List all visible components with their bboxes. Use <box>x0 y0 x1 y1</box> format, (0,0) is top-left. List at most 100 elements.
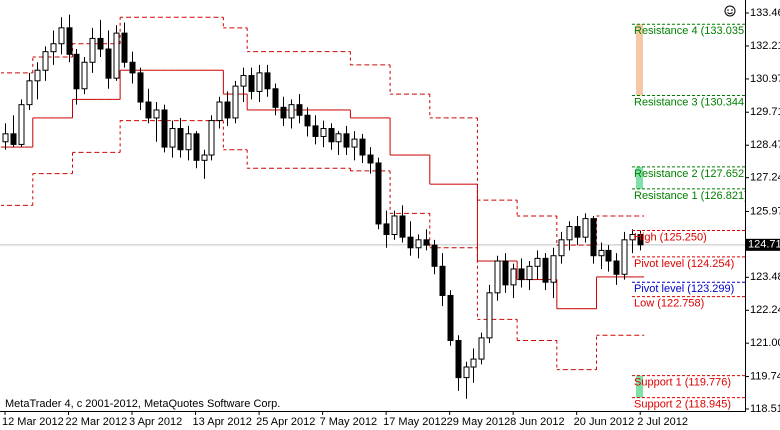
candle-body <box>542 257 549 283</box>
candle-body <box>296 104 303 116</box>
candle-body <box>58 27 65 45</box>
y-tick-label: 128.470 <box>750 139 780 151</box>
candle-body <box>256 72 263 92</box>
candle-body <box>399 215 406 238</box>
candle-body <box>502 260 509 286</box>
candle-body <box>574 226 581 238</box>
candle-body <box>510 268 517 286</box>
candle-body <box>558 239 565 257</box>
y-tick-label: 118.515 <box>750 403 780 415</box>
candle-body <box>605 249 612 262</box>
candle-body <box>621 239 628 275</box>
candle-body <box>478 337 485 360</box>
candle-body <box>280 106 287 119</box>
copyright: MetaTrader 4, c 2001-2012, MetaQuotes So… <box>5 398 280 410</box>
level-label: High (125.250) <box>634 231 707 243</box>
candle-body <box>407 236 414 249</box>
candle-body <box>161 109 168 148</box>
candle-body <box>590 218 597 257</box>
candle-body <box>42 51 49 71</box>
x-tick-label: 12 Mar 2012 <box>2 416 64 428</box>
candle-body <box>137 72 144 103</box>
candle-body <box>248 75 255 92</box>
y-tick-label: 129.715 <box>750 106 780 118</box>
candle-body <box>66 27 73 55</box>
candle-body <box>264 72 271 90</box>
candle-body <box>613 260 620 275</box>
candle-body <box>343 133 350 148</box>
level-zone <box>636 375 643 398</box>
candle-body <box>201 154 208 161</box>
level-label: Resistance 1 (126.821) <box>634 190 748 202</box>
candle-body <box>312 125 319 137</box>
smiley-eye <box>731 9 733 11</box>
candle-body <box>351 138 358 148</box>
y-tick-label: 130.970 <box>750 73 780 85</box>
y-tick-label: 127.245 <box>750 172 780 184</box>
candle-body <box>153 109 160 119</box>
y-tick-label: 119.740 <box>750 370 780 382</box>
candle-body <box>232 85 239 119</box>
candle-body <box>89 37 96 63</box>
y-tick-label: 123.485 <box>750 271 780 283</box>
x-tick-label: 29 May 2012 <box>447 416 511 428</box>
candle-body <box>367 154 374 164</box>
y-tick-label: 121.000 <box>750 337 780 349</box>
plot-area: Resistance 4 (133.035 Resistance 3 (130.3… <box>0 14 748 411</box>
level-label: Resistance 3 (130.344 <box>634 96 744 108</box>
candle-body <box>328 128 335 143</box>
level-zone <box>636 166 643 189</box>
candle-body <box>26 80 33 106</box>
candle-body <box>598 249 605 257</box>
candle-body <box>463 366 470 379</box>
candle-body <box>494 260 501 294</box>
candle-body <box>526 265 533 281</box>
x-tick-label: 17 May 2012 <box>383 416 447 428</box>
candle-body <box>566 226 573 241</box>
x-tick-label: 13 Apr 2012 <box>193 416 252 428</box>
candle-body <box>423 239 430 246</box>
candle-body <box>50 43 57 53</box>
candle-body <box>455 340 462 379</box>
last-price-box <box>746 238 780 251</box>
smiley <box>724 5 736 17</box>
x-tick-label: 7 May 2012 <box>320 416 377 428</box>
level-label: Support 1 (119.776) <box>634 377 731 389</box>
candle-body <box>582 218 589 238</box>
candle-body <box>177 128 184 151</box>
candle-body <box>129 61 136 74</box>
candle-body <box>534 257 541 267</box>
candle-body <box>224 101 231 119</box>
y-tick-label: 133.460 <box>750 7 780 19</box>
candle-body <box>193 133 200 161</box>
candle-body <box>359 138 366 156</box>
y-tick-label: 132.215 <box>750 40 780 52</box>
candle-body <box>34 69 41 82</box>
level-label: Support 2 (118.945) <box>634 399 731 411</box>
candle-body <box>240 75 247 87</box>
candle-body <box>486 292 493 339</box>
candle-body <box>216 101 223 122</box>
candle-body <box>637 234 644 246</box>
candle-body <box>518 268 525 281</box>
candle-body <box>81 61 88 90</box>
candle-body <box>73 53 80 90</box>
candle-body <box>550 255 557 283</box>
candle-body <box>439 265 446 296</box>
candle-body <box>185 133 192 151</box>
candle-body <box>304 114 311 127</box>
candle-body <box>288 104 295 119</box>
last-price-label: 124.711 <box>748 239 780 251</box>
candle-body <box>320 128 327 137</box>
x-tick-label: 25 Apr 2012 <box>256 416 315 428</box>
candle-body <box>391 215 398 236</box>
candle-body <box>97 37 104 50</box>
candle-body <box>415 239 422 249</box>
candle-body <box>629 234 636 241</box>
level-label: Resistance 4 (133.035 <box>634 25 744 37</box>
candle-body <box>18 104 25 145</box>
level-zone <box>636 24 643 96</box>
candle-body <box>335 133 342 143</box>
candle-body <box>383 223 390 236</box>
